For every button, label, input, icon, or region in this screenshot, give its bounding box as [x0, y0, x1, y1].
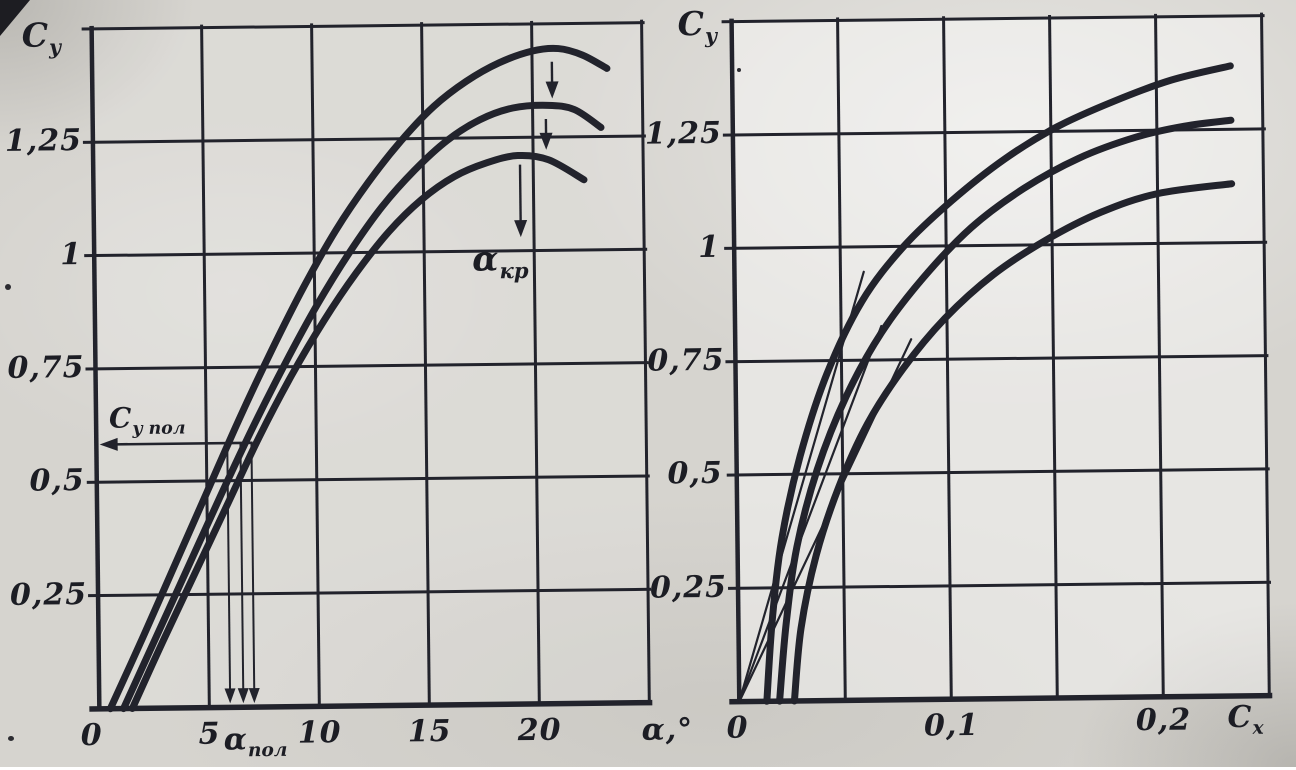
- scan-artifact-corner: [0, 0, 30, 36]
- right-chart-y-tick: 0,25: [650, 572, 724, 605]
- right-chart-y-tick: 1,25: [645, 118, 719, 151]
- left-chart-y-tick: 0,25: [10, 579, 86, 612]
- right-chart-y-axis-title: Cy: [677, 8, 717, 52]
- left-chart-x-tick: 0: [71, 720, 111, 752]
- alpha-pol-label: αпол: [224, 724, 288, 768]
- right-chart-x-axis-title: Cx: [1227, 702, 1263, 745]
- scan-artifact-speck: [8, 736, 14, 741]
- left-chart-y-tick: 0,5: [9, 465, 85, 498]
- left-chart-x-tick: 20: [517, 715, 561, 747]
- left-chart-y-tick: 0,75: [7, 352, 83, 385]
- right-chart-x-tick: 0: [717, 712, 757, 744]
- right-chart-x-tick: 0,1: [921, 710, 981, 743]
- cy-pol-label: Cy пол: [109, 402, 186, 445]
- left-chart-x-tick: 10: [297, 717, 341, 749]
- left-chart-x-axis-title: α,°: [641, 714, 693, 747]
- scan-artifact-speck: [5, 284, 11, 290]
- right-chart-x-tick: 0,2: [1133, 704, 1193, 737]
- left-chart-y-tick: 1,25: [5, 125, 81, 158]
- right-chart-y-tick: 0,5: [649, 458, 723, 491]
- right-chart-y-tick: 0,75: [647, 345, 721, 378]
- stall-shift-arrow-line: [520, 165, 521, 224]
- left-chart-y-tick: 1: [6, 239, 82, 272]
- right-chart-y-tick: 1: [646, 232, 720, 265]
- alpha-kr-label: αкр: [472, 243, 529, 288]
- scan-artifact-speck: [737, 68, 741, 72]
- left-chart-x-tick: 15: [407, 716, 451, 748]
